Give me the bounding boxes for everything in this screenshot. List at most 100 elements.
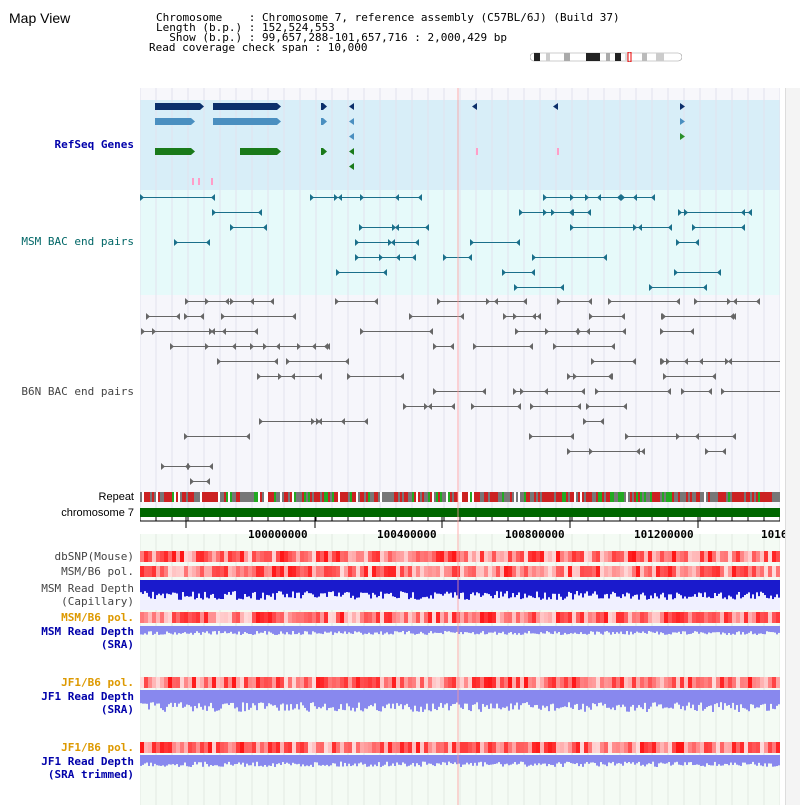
msm-pol-cell [524,566,528,577]
msm-pol-cell [544,566,548,577]
repeat-segment [350,492,352,502]
msm-sra-depth-bar [494,626,496,632]
jf1-sra-depth-bar [770,690,772,704]
repeat-segment [728,492,730,502]
jf1-pol-cell [500,742,504,753]
msm-pol-cell [140,566,144,577]
msm-pol-cell [500,566,504,577]
jf1-pol-cell [708,742,712,753]
repeat-segment [588,492,590,502]
jf1-pol-cell [140,677,144,688]
repeat-segment [422,492,424,502]
msm-pol-cell [416,612,420,623]
jf1-sra-depth-bar [334,690,336,711]
msm-sra-depth-bar [540,626,542,633]
msm-pol-cell [548,566,552,577]
msm-sra-depth-bar [706,626,708,635]
msm-bac-pair-end [174,239,178,246]
msm-capillary-depth-bar [450,580,452,593]
msm-capillary-depth-bar [320,580,322,594]
msm-bac-pair-end [532,254,536,261]
jf1-pol-cell [512,677,516,688]
jf1-pol-cell [324,742,328,753]
jf1-sra-depth-bar [258,690,260,704]
repeat-segment [288,492,290,502]
jf1-sra-depth-bar [498,690,500,709]
jf1-trimmed-depth-bar [476,755,478,766]
b6n-bac-pair-end [667,388,671,395]
jf1-trimmed-depth-bar [634,755,636,765]
repeat-segment [436,492,438,502]
msm-pol-cell [188,612,192,623]
msm-sra-depth-bar [656,626,658,632]
repeat-segment [396,492,398,502]
jf1-sra-depth-bar [744,690,746,709]
jf1-pol-cell [300,742,304,753]
b6n-bac-pair-end [185,298,189,305]
repeat-segment [394,492,396,502]
jf1-sra-depth-bar [184,690,186,707]
msm-capillary-depth-bar [392,580,394,597]
msm-pol-cell [192,612,196,623]
dbsnp-cell [452,551,456,562]
chromosome-bar[interactable] [140,508,780,517]
repeat-segment [668,492,670,502]
msm-pol-cell [396,566,400,577]
msm-sra-depth-bar [762,626,764,635]
jf1-pol-cell [552,742,556,753]
repeat-segment [404,492,406,502]
msm-pol-cell [496,612,500,623]
msm-capillary-depth-bar [714,580,716,594]
jf1-pol-cell [464,742,468,753]
msm-sra-depth-bar [164,626,166,635]
msm-capillary-depth-bar [200,580,202,599]
read-depth-tracks[interactable] [140,580,780,767]
dbsnp-cell [148,551,152,562]
msm-sra-depth-bar [742,626,744,633]
jf1-sra-depth-bar [776,690,778,706]
msm-sra-depth-bar [288,626,290,635]
msm-capillary-depth-bar [736,580,738,595]
msm-sra-depth-bar [486,626,488,635]
dbsnp-cell [348,551,352,562]
jf1-sra-depth-bar [636,690,638,708]
msm-pol-cell [768,566,772,577]
genome-track-panel[interactable] [140,88,780,805]
jf1-pol-cell [240,677,244,688]
msm-capillary-depth-bar [662,580,664,593]
msm-bac-track[interactable] [140,194,752,291]
msm-bac-pair-end [649,284,653,291]
msm-sra-depth-bar [756,626,758,635]
msm-capillary-depth-bar [700,580,702,594]
jf1-sra-depth-bar [220,690,222,709]
jf1-sra-depth-bar [588,690,590,708]
jf1-trimmed-depth-bar [546,755,548,767]
jf1-trimmed-depth-bar [666,755,668,764]
jf1-sra-depth-bar [562,690,564,708]
jf1-sra-depth-bar [746,690,748,710]
b6n-bac-pair-end [690,328,694,335]
chromosome-ideogram[interactable] [530,52,682,62]
jf1-trimmed-depth-bar [496,755,498,764]
jf1-sra-depth-bar [416,690,418,712]
repeat-track[interactable] [140,492,780,502]
jf1-sra-depth-bar [376,690,378,711]
msm-sra-depth-bar [354,626,356,632]
jf1-pol-cell [400,677,404,688]
jf1-trimmed-depth-bar [470,755,472,763]
msm-pol-cell [292,612,296,623]
jf1-trimmed-depth-bar [420,755,422,767]
jf1-sra-depth-bar [174,690,176,703]
gene-feature [192,178,194,185]
msm-capillary-depth-bar [438,580,440,594]
dbsnp-cell [272,551,276,562]
heatmap-tracks[interactable] [140,551,780,753]
jf1-sra-depth-bar [446,690,448,704]
dbsnp-cell [684,551,688,562]
b6n-bac-track[interactable] [141,298,780,485]
vertical-scrollbar[interactable] [785,88,800,805]
refseq-genes-track[interactable] [155,103,685,185]
jf1-trimmed-depth-bar [456,755,458,765]
gene-arrow [680,118,685,125]
b6n-bac-pair-end [529,343,533,350]
